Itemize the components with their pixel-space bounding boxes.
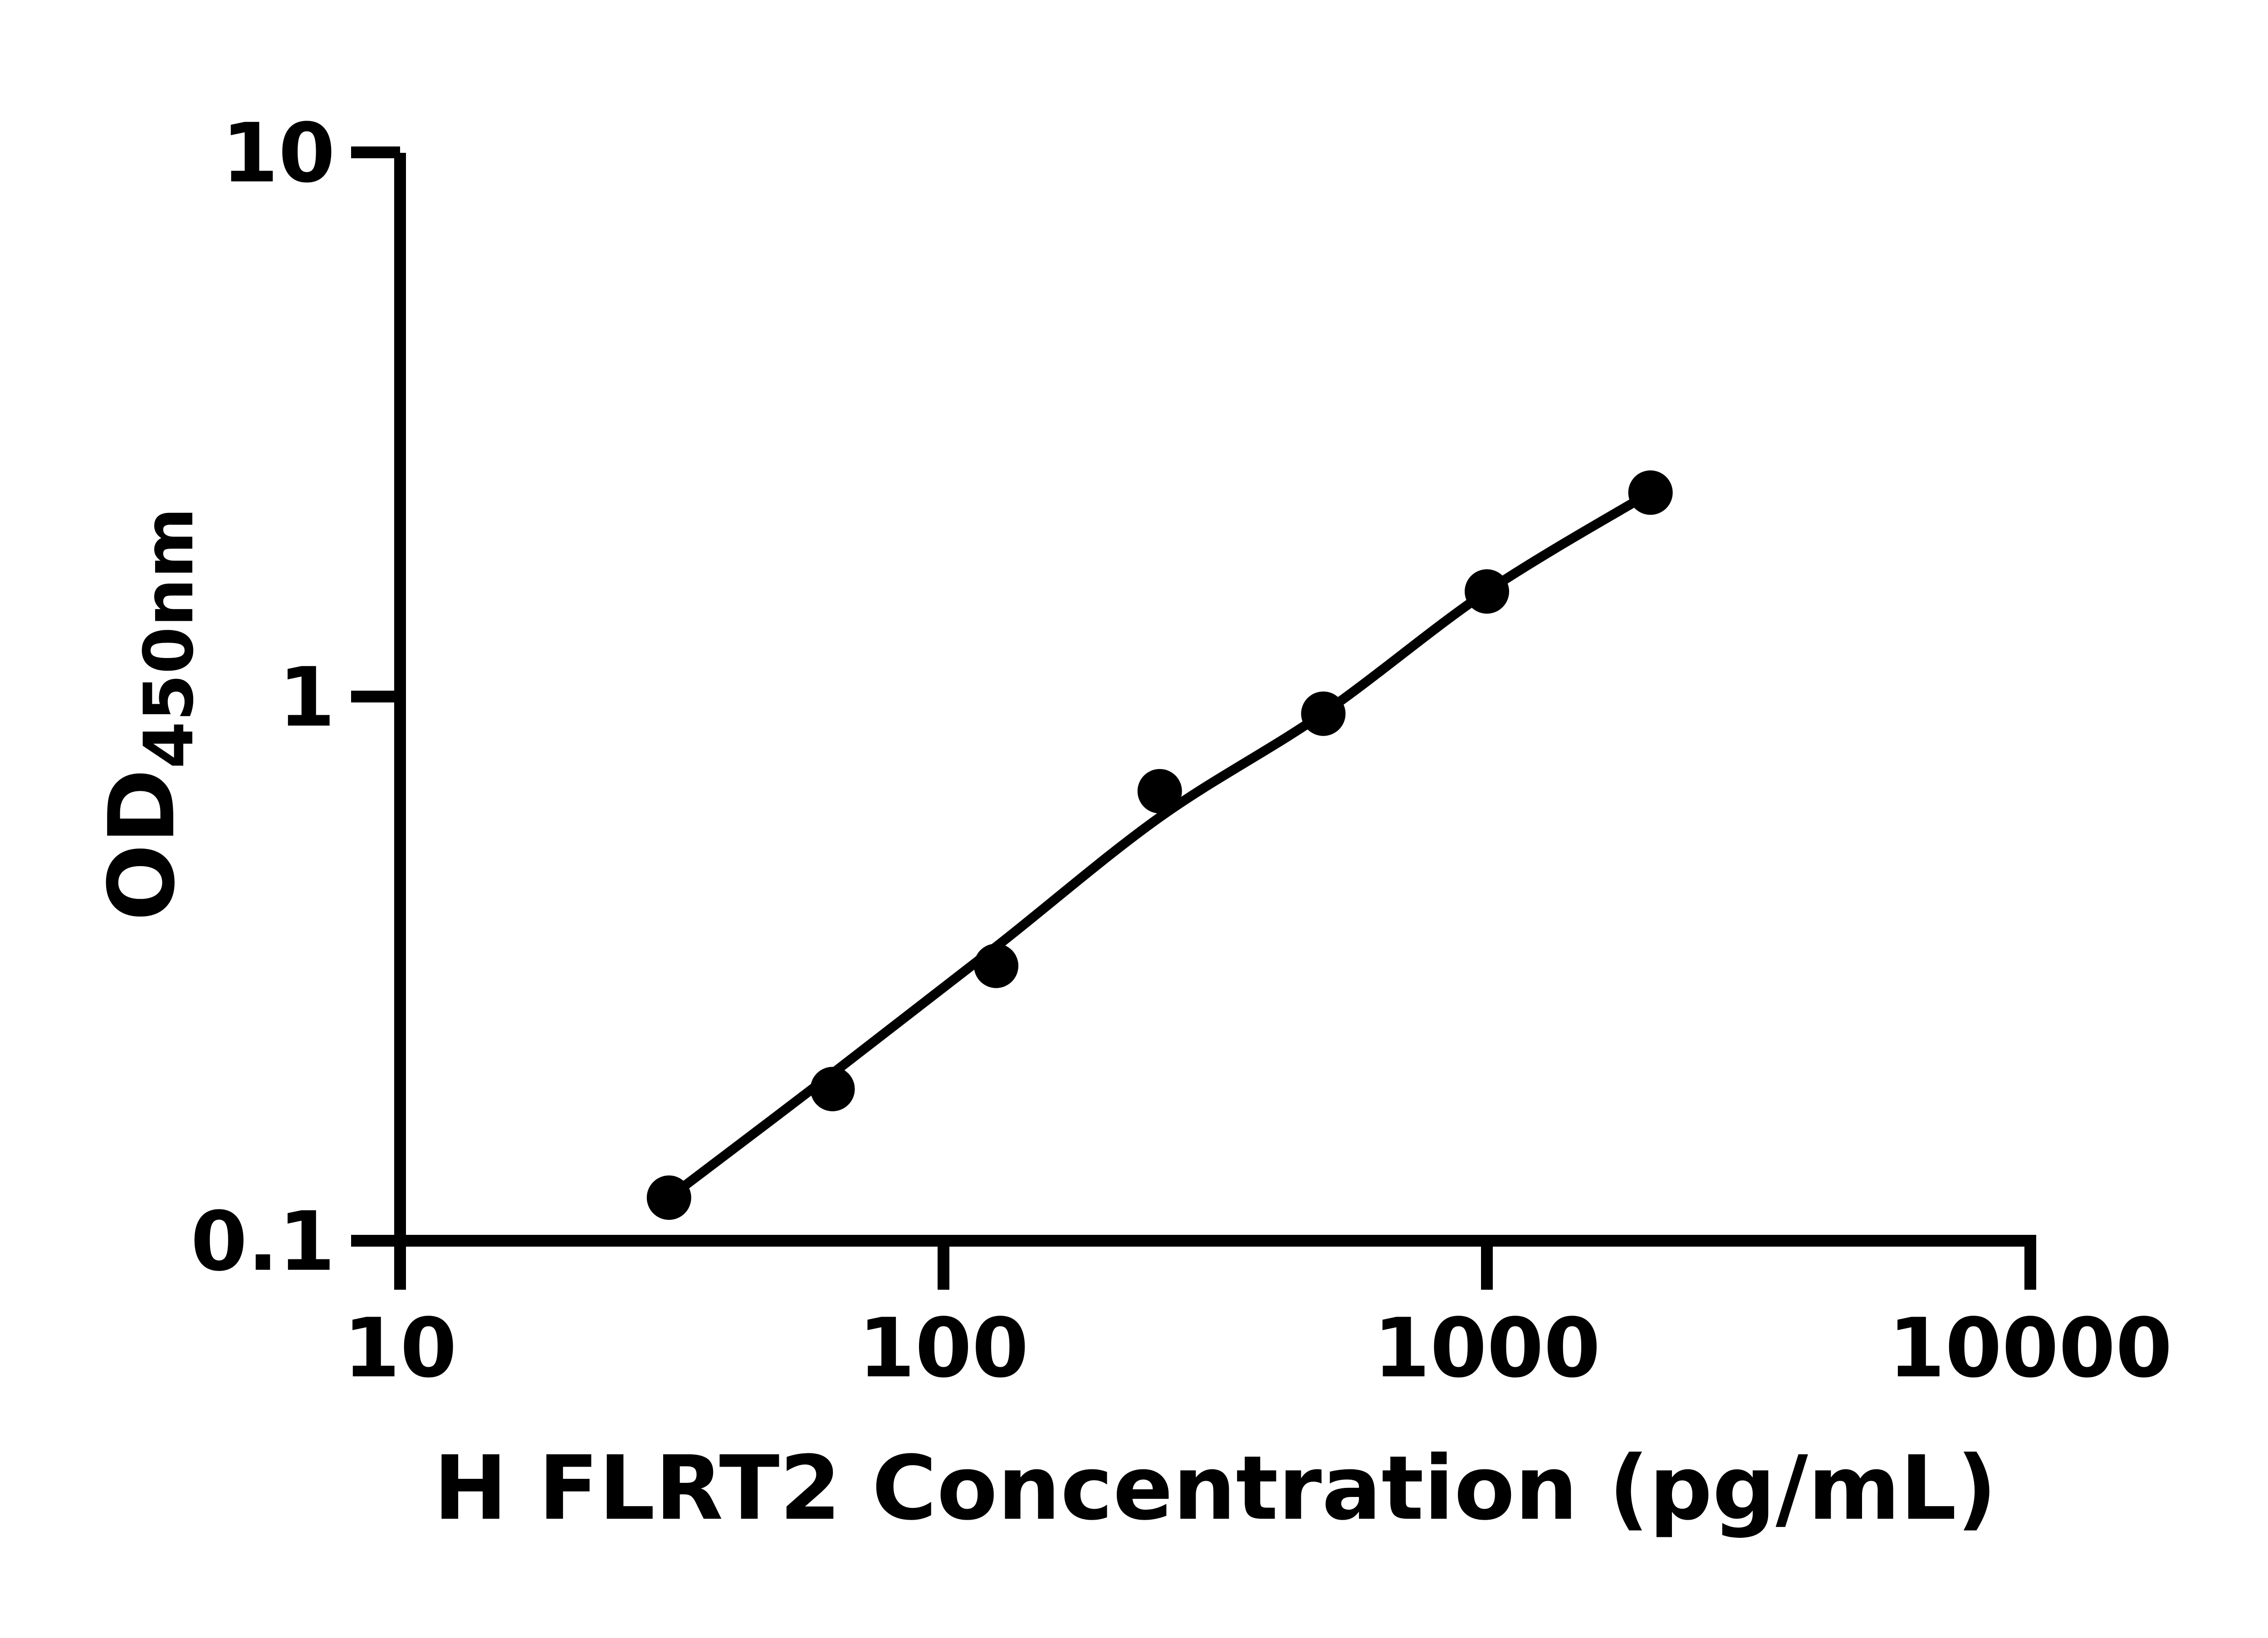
y-tick-label-0.1: 0.1	[191, 1194, 335, 1289]
x-tick-label-100: 100	[858, 1301, 1029, 1396]
y-tick-label-1: 1	[279, 650, 335, 745]
y-tick-label-10: 10	[222, 106, 336, 201]
y-axis-title-main: OD	[89, 769, 195, 921]
data-point-1000	[1465, 569, 1509, 614]
x-tick-label-1000: 1000	[1374, 1301, 1601, 1396]
data-point-62.5	[810, 1067, 855, 1112]
x-axis-title: H FLRT2 Concentration (pg/mL)	[433, 1437, 1997, 1540]
x-tick-label-10000: 10000	[1888, 1301, 2172, 1396]
data-point-500	[1301, 691, 1346, 736]
data-point-250	[1137, 769, 1182, 814]
y-axis-title: OD450nm	[89, 507, 209, 921]
x-tick-label-10: 10	[343, 1301, 457, 1396]
data-point-31.25	[646, 1175, 691, 1220]
y-axis-title-subscript: 450nm	[130, 507, 209, 769]
data-point-2000	[1628, 470, 1673, 515]
data-point-125	[974, 943, 1019, 988]
